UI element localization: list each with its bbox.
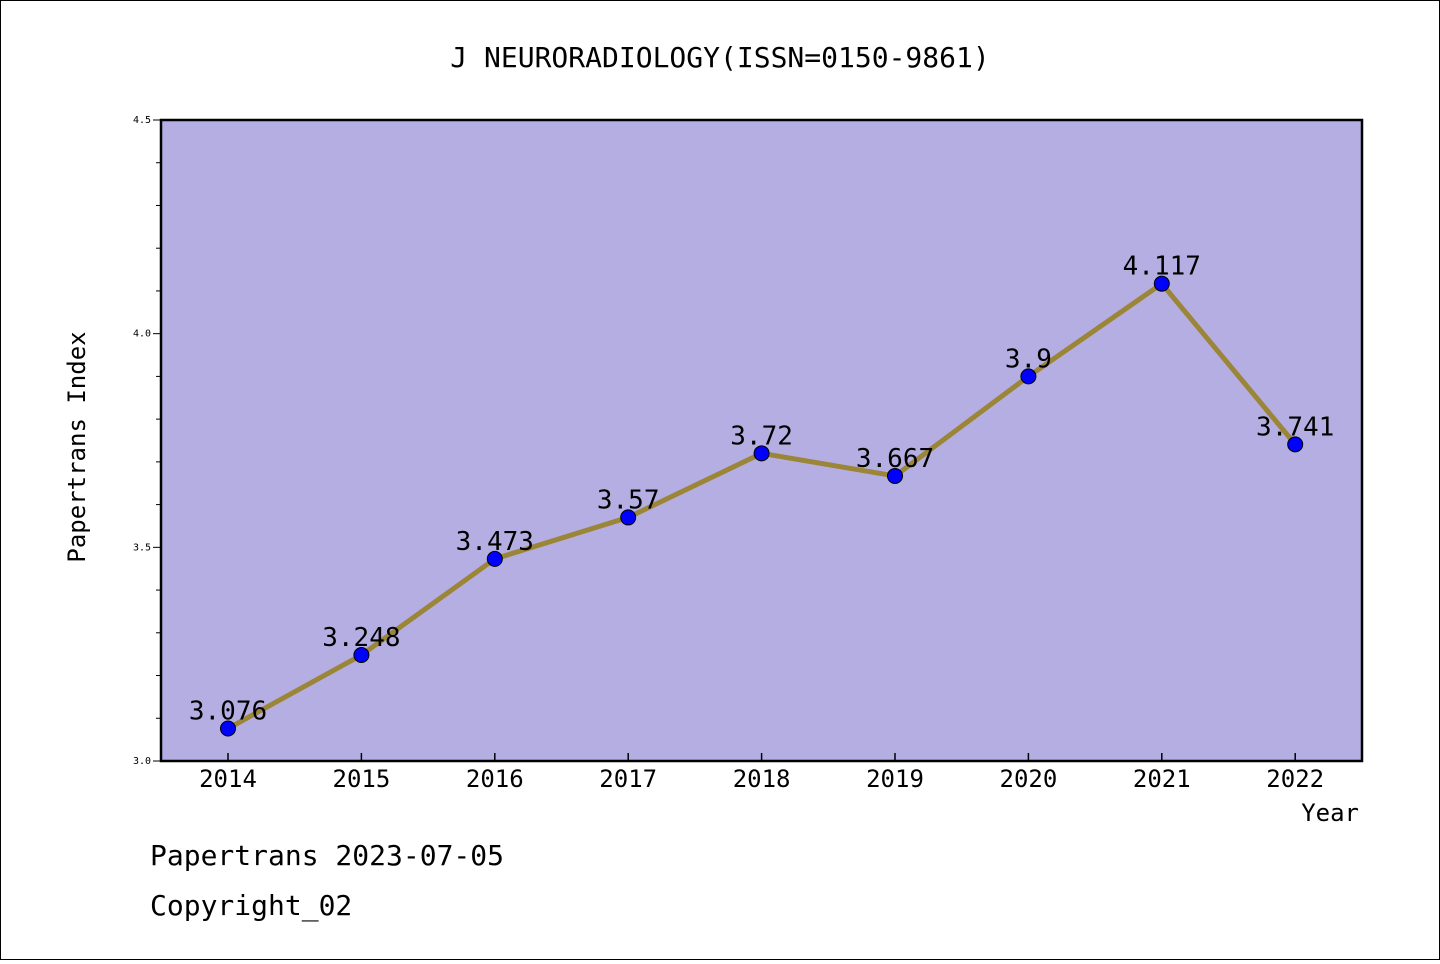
data-point	[1020, 368, 1037, 385]
y-tick-label: 4.0	[133, 329, 151, 340]
x-tick-label: 2017	[599, 765, 657, 793]
y-axis-title: Papertrans Index	[63, 331, 91, 562]
data-point	[353, 647, 370, 664]
footer-copyright: Copyright_02	[150, 889, 352, 923]
data-label: 3.248	[322, 623, 400, 653]
data-point	[887, 467, 903, 484]
y-axis: 3.0 3.5 4.0 4.5	[133, 115, 161, 767]
data-label: 3.57	[597, 485, 660, 515]
x-tick-label: 2018	[733, 765, 791, 793]
data-label: 3.72	[730, 421, 793, 451]
data-label: 3.667	[856, 444, 934, 474]
data-label: 3.9	[1005, 344, 1052, 374]
data-point	[1153, 275, 1170, 292]
data-labels: 3.076 3.248 3.473 3.57 3.72 3.667 3.9 4.117 3.74…	[189, 252, 1334, 727]
x-tick-label: 2016	[466, 765, 524, 793]
x-tick-label: 2021	[1133, 765, 1191, 793]
x-tick-label: 2019	[866, 765, 924, 793]
data-point	[620, 509, 637, 526]
data-points	[220, 275, 1304, 737]
footer-date: Papertrans 2023-07-05	[150, 839, 504, 872]
y-tick-label: 3.0	[133, 756, 151, 767]
data-point	[753, 445, 770, 462]
chart-title: J NEURORADIOLOGY(ISSN=0150-9861)	[450, 41, 989, 74]
data-label: 3.473	[456, 527, 534, 557]
y-tick-label: 3.5	[133, 542, 151, 553]
x-axis-title: Year	[1301, 799, 1359, 827]
x-tick-label: 2015	[333, 765, 391, 793]
data-label: 3.741	[1256, 412, 1334, 442]
data-point	[220, 720, 236, 737]
data-label: 3.076	[189, 697, 267, 727]
data-label: 4.117	[1123, 252, 1201, 282]
x-tick-label: 2020	[1000, 765, 1058, 793]
data-point	[486, 550, 503, 567]
data-point	[1287, 436, 1304, 453]
x-axis: 2014 2015 2016 2017 2018 2019 2020 2021 2022	[199, 753, 1324, 793]
x-tick-label: 2014	[199, 765, 257, 793]
x-tick-label: 2022	[1266, 765, 1324, 793]
y-tick-label: 4.5	[133, 115, 151, 126]
